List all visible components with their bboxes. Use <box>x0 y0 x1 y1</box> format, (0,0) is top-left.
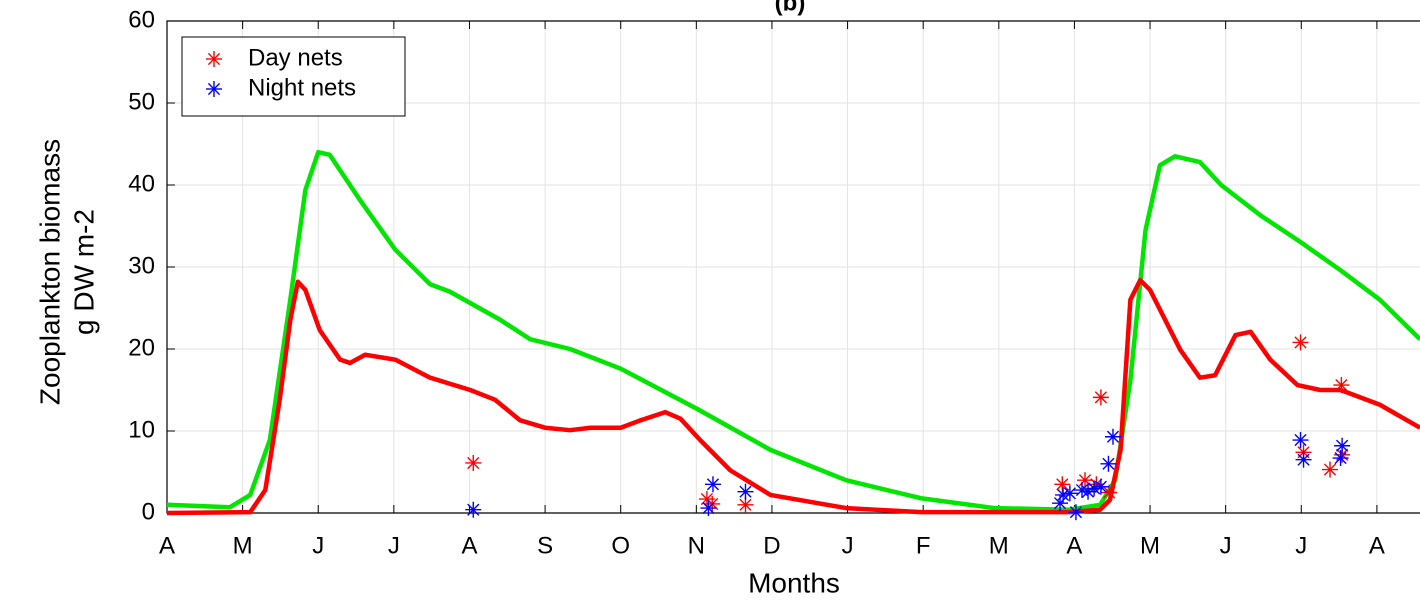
marker-stroke <box>1075 483 1089 497</box>
x-tick-label: O <box>611 532 630 559</box>
marker-stroke <box>1053 497 1067 510</box>
series-line <box>166 149 1420 512</box>
legend-box <box>181 36 406 117</box>
data-point <box>1332 450 1349 467</box>
x-tick-label: A <box>1066 532 1082 559</box>
data-point <box>1292 432 1309 449</box>
marker-stroke <box>1323 463 1337 476</box>
data-point <box>1334 437 1351 454</box>
x-tick-label: J <box>388 532 400 559</box>
x-tick-label: A <box>461 532 477 559</box>
data-point <box>1295 451 1312 468</box>
data-point <box>704 476 721 493</box>
marker-stroke <box>207 52 221 66</box>
y-tick-label: 20 <box>128 334 155 361</box>
marker-stroke <box>1056 478 1069 491</box>
data-point <box>1101 484 1118 501</box>
legend-marker <box>206 81 222 97</box>
x-axis-label: Months <box>748 567 840 598</box>
marker-stroke <box>1094 391 1107 404</box>
data-point <box>1067 504 1084 521</box>
x-tick-label: J <box>1220 532 1232 559</box>
marker-stroke <box>207 82 221 96</box>
x-tick-label: J <box>1295 532 1307 559</box>
marker-stroke <box>1069 506 1083 519</box>
data-point <box>1292 334 1309 351</box>
marker-stroke <box>706 478 720 491</box>
y-tick-label: 60 <box>128 6 155 33</box>
y-axis-label: g DW m-2 <box>68 209 99 335</box>
data-point <box>1100 455 1117 472</box>
marker-stroke <box>739 485 752 498</box>
x-tick-label: M <box>989 532 1009 559</box>
x-tick-label: J <box>312 532 324 559</box>
marker-stroke <box>1102 457 1115 470</box>
x-tick-label: A <box>1369 532 1385 559</box>
x-tick-label: J <box>842 532 854 559</box>
marker-stroke <box>467 503 480 516</box>
data-point <box>737 483 754 500</box>
x-tick-label: D <box>763 532 780 559</box>
data-point <box>465 454 482 471</box>
chart-title: (b) <box>775 0 806 16</box>
data-point <box>1077 472 1094 489</box>
marker-stroke <box>1294 336 1307 349</box>
data-point <box>700 500 717 517</box>
marker-stroke <box>1294 433 1307 447</box>
y-axis-label: Zooplankton biomass <box>34 139 65 405</box>
marker-stroke <box>1336 439 1349 452</box>
x-tick-label: S <box>537 532 553 559</box>
data-point <box>1054 476 1071 493</box>
axis-frame <box>166 20 1420 514</box>
marker-stroke <box>1334 451 1347 465</box>
data-point <box>1092 478 1109 495</box>
y-tick-label: 50 <box>128 88 155 115</box>
x-tick-label: M <box>233 532 253 559</box>
x-tick-label: A <box>159 532 175 559</box>
marker-stroke <box>1103 486 1116 499</box>
legend-label: Day nets <box>248 44 343 71</box>
marker-stroke <box>1094 480 1107 493</box>
marker-stroke <box>1063 487 1076 500</box>
marker-stroke <box>1106 430 1120 443</box>
data-point <box>1333 377 1350 394</box>
x-tick-label: F <box>916 532 931 559</box>
marker-stroke <box>1078 474 1092 487</box>
y-tick-label: 30 <box>128 252 155 279</box>
marker-stroke <box>739 498 752 511</box>
marker-stroke <box>467 456 480 470</box>
data-point <box>1092 389 1109 406</box>
series-line <box>166 277 1420 516</box>
data-point <box>1061 485 1078 502</box>
data-point <box>1322 461 1339 478</box>
legend-label: Night nets <box>248 74 356 101</box>
legend-marker <box>206 51 222 67</box>
data-point <box>1104 428 1121 445</box>
x-tick-label: M <box>1140 532 1160 559</box>
data-point <box>465 501 482 518</box>
marker-stroke <box>1297 453 1310 466</box>
x-tick-label: N <box>688 532 705 559</box>
marker-stroke <box>702 501 715 515</box>
y-tick-label: 10 <box>128 416 155 443</box>
y-tick-label: 0 <box>142 498 155 525</box>
y-tick-label: 40 <box>128 170 155 197</box>
marker-stroke <box>1335 378 1348 392</box>
